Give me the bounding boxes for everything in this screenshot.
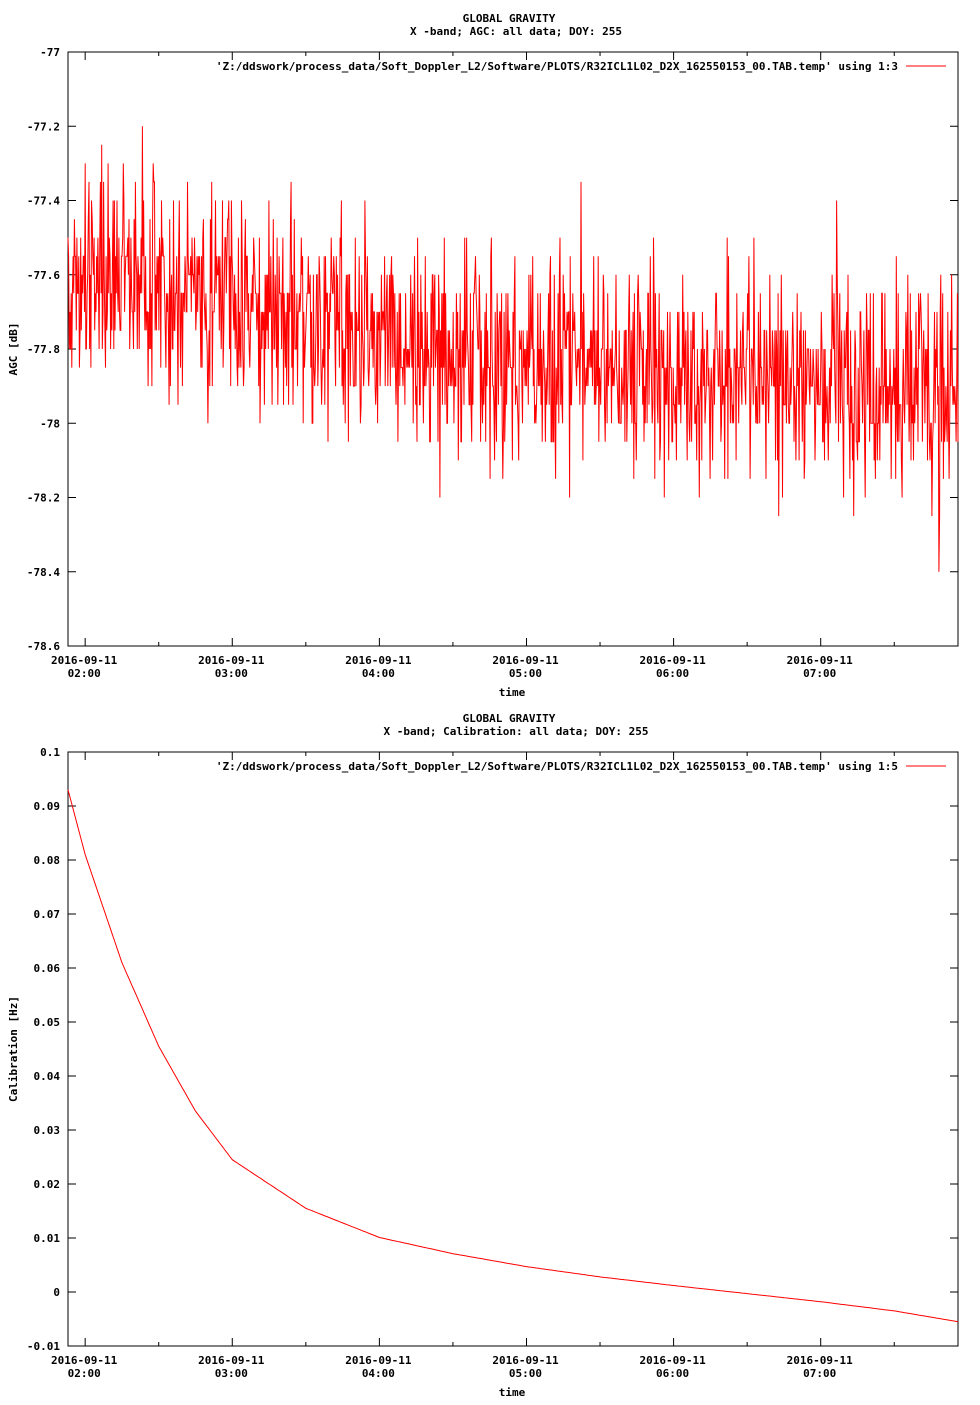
x-tick-date-label: 2016-09-11	[345, 1354, 412, 1367]
y-tick-label: -77.4	[27, 195, 60, 208]
y-tick-label: 0.08	[34, 854, 61, 867]
y-tick-label: 0	[53, 1286, 60, 1299]
y-tick-label: 0.02	[34, 1178, 61, 1191]
x-tick-time-label: 07:00	[803, 667, 836, 680]
y-tick-label: -77.2	[27, 120, 60, 133]
y-tick-label: -77.8	[27, 343, 60, 356]
y-tick-label: -78	[40, 417, 60, 430]
chart-title: GLOBAL GRAVITY	[463, 712, 556, 725]
x-tick-date-label: 2016-09-11	[51, 1354, 118, 1367]
y-tick-label: 0.09	[34, 800, 61, 813]
series-line	[67, 126, 959, 572]
x-tick-date-label: 2016-09-11	[787, 1354, 854, 1367]
x-tick-date-label: 2016-09-11	[787, 654, 854, 667]
legend-label: 'Z:/ddswork/process_data/Soft_Doppler_L2…	[216, 60, 898, 73]
y-tick-label: -77.6	[27, 269, 60, 282]
x-tick-time-label: 04:00	[362, 667, 395, 680]
y-tick-label: 0.06	[34, 962, 61, 975]
x-axis-label: time	[499, 686, 526, 699]
series-line	[67, 789, 959, 1323]
x-tick-date-label: 2016-09-11	[492, 654, 559, 667]
y-tick-label: 0.1	[40, 746, 60, 759]
legend-label: 'Z:/ddswork/process_data/Soft_Doppler_L2…	[216, 760, 898, 773]
x-tick-date-label: 2016-09-11	[198, 1354, 265, 1367]
y-tick-label: -78.4	[27, 566, 60, 579]
y-tick-label: 0.04	[34, 1070, 61, 1083]
y-tick-label: -78.2	[27, 492, 60, 505]
x-tick-time-label: 03:00	[215, 1367, 248, 1380]
y-axis-label: Calibration [Hz]	[7, 996, 20, 1102]
plot-frame	[67, 751, 959, 1347]
y-tick-label: -78.6	[27, 640, 60, 653]
y-tick-label: -0.01	[27, 1340, 60, 1353]
x-tick-time-label: 03:00	[215, 667, 248, 680]
x-tick-date-label: 2016-09-11	[345, 654, 412, 667]
x-tick-time-label: 02:00	[68, 667, 101, 680]
x-tick-time-label: 05:00	[509, 667, 542, 680]
x-tick-time-label: 04:00	[362, 1367, 395, 1380]
x-axis-label: time	[499, 1386, 526, 1399]
x-tick-time-label: 06:00	[656, 1367, 689, 1380]
chart-subtitle: X -band; AGC: all data; DOY: 255	[410, 25, 622, 38]
y-axis-label: AGC [dB]	[7, 323, 20, 376]
y-tick-label: 0.07	[34, 908, 61, 921]
chart-title: GLOBAL GRAVITY	[463, 12, 556, 25]
x-tick-time-label: 06:00	[656, 667, 689, 680]
x-tick-time-label: 07:00	[803, 1367, 836, 1380]
y-tick-label: 0.03	[34, 1124, 61, 1137]
x-tick-time-label: 02:00	[68, 1367, 101, 1380]
x-tick-date-label: 2016-09-11	[639, 1354, 706, 1367]
y-tick-label: 0.01	[34, 1232, 61, 1245]
x-tick-date-label: 2016-09-11	[51, 654, 118, 667]
x-tick-date-label: 2016-09-11	[639, 654, 706, 667]
y-tick-label: -77	[40, 46, 60, 59]
y-tick-label: 0.05	[34, 1016, 61, 1029]
x-tick-date-label: 2016-09-11	[492, 1354, 559, 1367]
x-tick-time-label: 05:00	[509, 1367, 542, 1380]
x-tick-date-label: 2016-09-11	[198, 654, 265, 667]
chart-subtitle: X -band; Calibration: all data; DOY: 255	[384, 725, 649, 738]
